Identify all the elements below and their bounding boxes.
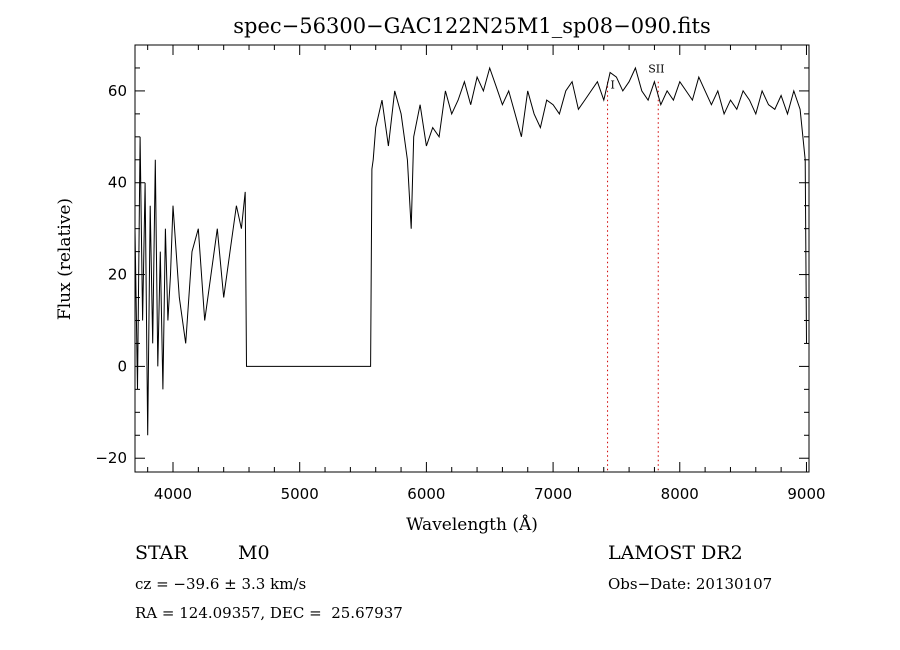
redshift-velocity: cz = −39.6 ± 3.3 km/s xyxy=(135,575,307,593)
survey-name: LAMOST DR2 xyxy=(608,542,743,564)
spectral-line-markers: I SII xyxy=(607,63,664,472)
object-subclass: M0 xyxy=(238,542,270,564)
x-tick-label: 6000 xyxy=(407,485,445,503)
spectral-line-label: I xyxy=(611,79,615,92)
spectrum-line xyxy=(134,66,807,436)
observation-date: Obs−Date: 20130107 xyxy=(608,575,773,593)
y-tick-label: 60 xyxy=(108,82,127,100)
x-tick-label: 4000 xyxy=(154,485,192,503)
spectral-line-label: SII xyxy=(648,63,664,76)
x-axis-label: Wavelength (Å) xyxy=(406,514,538,535)
plot-frame xyxy=(134,44,810,473)
y-tick-label: 0 xyxy=(117,357,127,375)
x-tick-label: 9000 xyxy=(787,485,825,503)
x-tick-label: 7000 xyxy=(534,485,572,503)
y-tick-label: 20 xyxy=(108,266,127,284)
coordinates: RA = 124.09357, DEC = 25.67937 xyxy=(135,604,403,622)
y-axis-label: Flux (relative) xyxy=(55,198,75,320)
y-tick-label: 40 xyxy=(108,174,127,192)
y-tick-label: −20 xyxy=(95,449,127,467)
x-tick-label: 5000 xyxy=(281,485,319,503)
object-class: STAR xyxy=(135,542,188,564)
chart-title: spec−56300−GAC122N25M1_sp08−090.fits xyxy=(233,14,710,38)
x-tick-label: 8000 xyxy=(661,485,699,503)
axes: 4000 5000 6000 7000 8000 9000 −20 0 20 40 60 xyxy=(95,45,826,503)
